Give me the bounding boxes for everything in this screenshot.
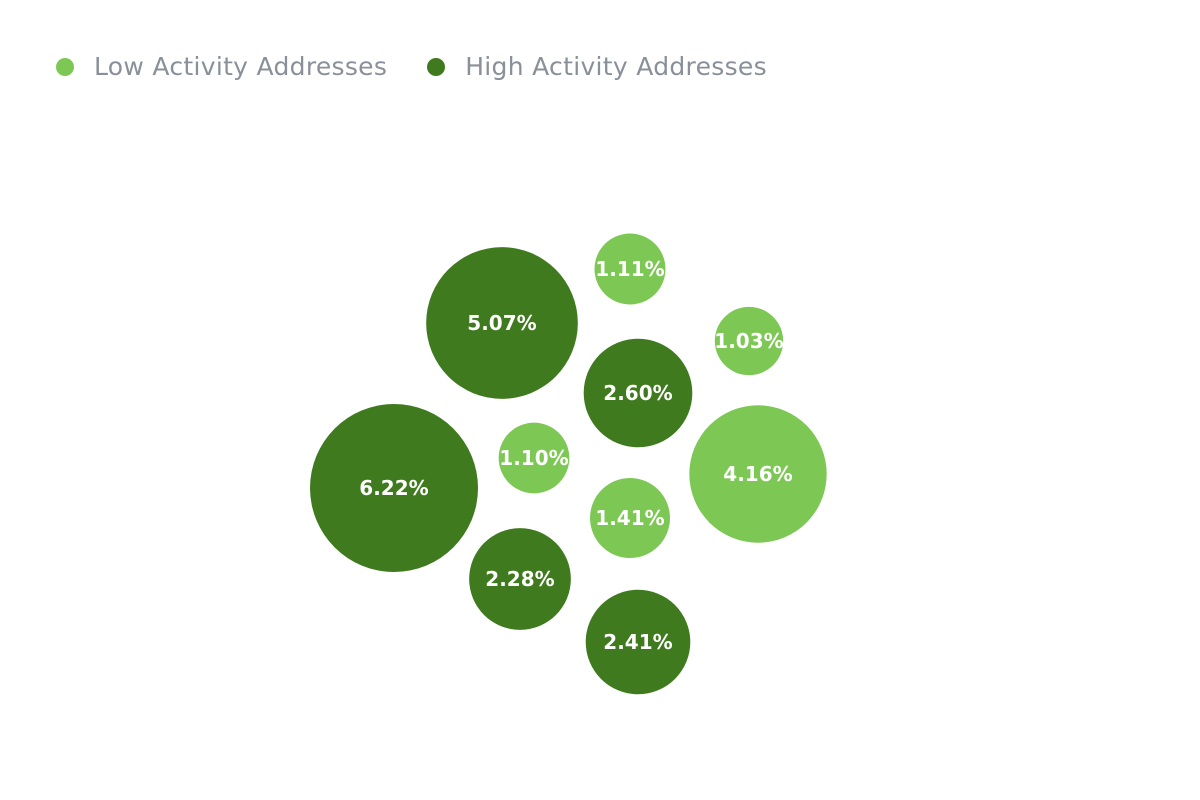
bubble-data-label: 1.41% — [595, 506, 664, 530]
bubble-data-label: 2.60% — [603, 381, 672, 405]
legend-item-low-activity[interactable]: Low Activity Addresses — [56, 52, 387, 81]
bubble-data-label: 6.22% — [359, 476, 428, 500]
bubble[interactable] — [585, 589, 691, 695]
bubble[interactable] — [310, 404, 478, 572]
legend-item-high-activity[interactable]: High Activity Addresses — [427, 52, 767, 81]
bubble[interactable] — [714, 306, 784, 376]
legend-marker-high-activity — [427, 57, 446, 76]
bubble-group[interactable]: 1.41% — [590, 478, 670, 558]
bubble[interactable] — [594, 233, 666, 305]
bubble-data-label: 5.07% — [467, 311, 536, 335]
bubble[interactable] — [469, 528, 571, 630]
bubble-data-label: 1.03% — [714, 329, 783, 353]
bubble[interactable] — [590, 478, 670, 558]
bubble-group[interactable]: 2.28% — [469, 528, 571, 630]
bubble-data-label: 1.11% — [595, 257, 664, 281]
bubble-data-label: 4.16% — [723, 462, 792, 486]
bubble-group[interactable]: 1.10% — [498, 422, 570, 494]
bubble[interactable] — [689, 405, 827, 543]
legend: Low Activity Addresses High Activity Add… — [56, 52, 807, 81]
bubble-group[interactable]: 1.11% — [594, 233, 666, 305]
bubble-group[interactable]: 5.07% — [426, 247, 578, 399]
bubble-data-label: 2.41% — [603, 630, 672, 654]
legend-marker-low-activity — [56, 57, 74, 76]
bubble-group[interactable]: 2.60% — [583, 338, 693, 448]
bubble-group[interactable]: 1.03% — [714, 306, 784, 376]
bubble-group[interactable]: 6.22% — [310, 404, 478, 572]
bubble[interactable] — [426, 247, 578, 399]
bubble-group[interactable]: 4.16% — [689, 405, 827, 543]
legend-label-low-activity: Low Activity Addresses — [94, 52, 388, 81]
bubble-data-label: 2.28% — [485, 567, 554, 591]
bubble[interactable] — [583, 338, 693, 448]
legend-label-high-activity: High Activity Addresses — [465, 52, 767, 81]
bubble[interactable] — [498, 422, 570, 494]
bubble-group[interactable]: 2.41% — [585, 589, 691, 695]
bubble-data-label: 1.10% — [499, 446, 568, 470]
